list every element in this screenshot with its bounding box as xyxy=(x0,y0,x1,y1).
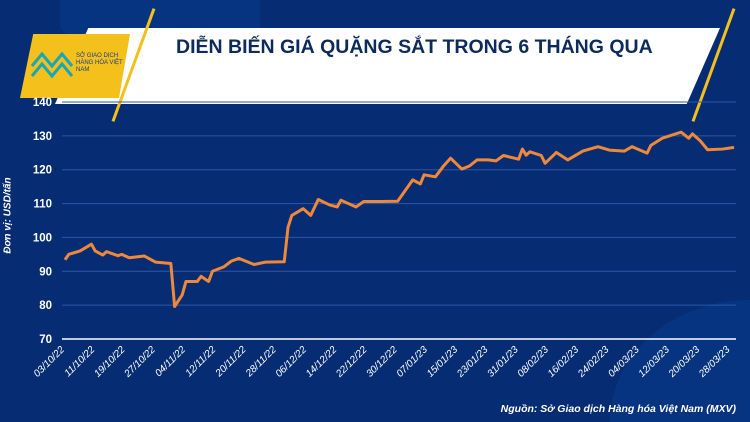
x-tick-label: 11/10/22 xyxy=(63,344,98,379)
y-tick-label: 100 xyxy=(33,232,52,244)
logo-mark-icon xyxy=(30,51,74,79)
x-tick-label: 12/03/23 xyxy=(637,344,673,380)
x-tick-label: 04/03/23 xyxy=(606,344,642,380)
x-tick-label: 08/02/23 xyxy=(516,344,552,380)
page-title: DIỄN BIẾN GIÁ QUẶNG SẮT TRONG 6 THÁNG QU… xyxy=(176,36,653,58)
title-banner xyxy=(55,28,720,104)
price-line xyxy=(63,130,735,308)
x-tick-label: 22/12/22 xyxy=(334,344,370,380)
x-tick-label: 28/03/23 xyxy=(696,344,732,380)
x-tick-label: 15/01/23 xyxy=(425,344,461,380)
x-tick-label: 28/11/22 xyxy=(243,344,279,380)
y-axis-label: Đơn vị: USD/tấn xyxy=(2,177,14,254)
x-tick-label: 04/11/22 xyxy=(153,344,188,379)
x-tick-label: 20/11/22 xyxy=(213,344,249,380)
logo-text: SỞ GIAO DỊCH HÀNG HÓA VIỆT NAM xyxy=(76,53,123,73)
y-tick-label: 110 xyxy=(33,199,52,211)
y-tick-label: 120 xyxy=(33,165,52,177)
x-tick-label: 12/11/22 xyxy=(184,344,219,379)
x-tick-label: 23/01/23 xyxy=(454,344,490,380)
x-tick-label: 16/02/23 xyxy=(546,344,582,380)
y-tick-label: 70 xyxy=(39,334,52,346)
x-tick-label: 03/10/22 xyxy=(32,344,68,380)
x-tick-label: 30/12/22 xyxy=(364,344,400,380)
y-tick-label: 90 xyxy=(39,266,52,278)
x-tick-label: 20/03/23 xyxy=(666,344,702,380)
logo xyxy=(20,34,130,98)
x-tick-label: 19/10/22 xyxy=(92,344,128,380)
y-tick-label: 80 xyxy=(39,300,52,312)
x-tick-label: 14/12/22 xyxy=(304,344,340,380)
y-tick-label: 130 xyxy=(33,131,52,143)
x-tick-label: 07/01/23 xyxy=(395,344,431,380)
y-tick-label: 140 xyxy=(33,97,52,109)
x-tick-label: 31/01/23 xyxy=(485,344,521,380)
x-tick-label: 24/02/23 xyxy=(575,344,611,380)
source-note: Nguồn: Sở Giao dịch Hàng hóa Việt Nam (M… xyxy=(500,403,736,415)
x-tick-label: 06/12/22 xyxy=(274,344,310,380)
x-tick-label: 27/10/22 xyxy=(122,344,158,380)
